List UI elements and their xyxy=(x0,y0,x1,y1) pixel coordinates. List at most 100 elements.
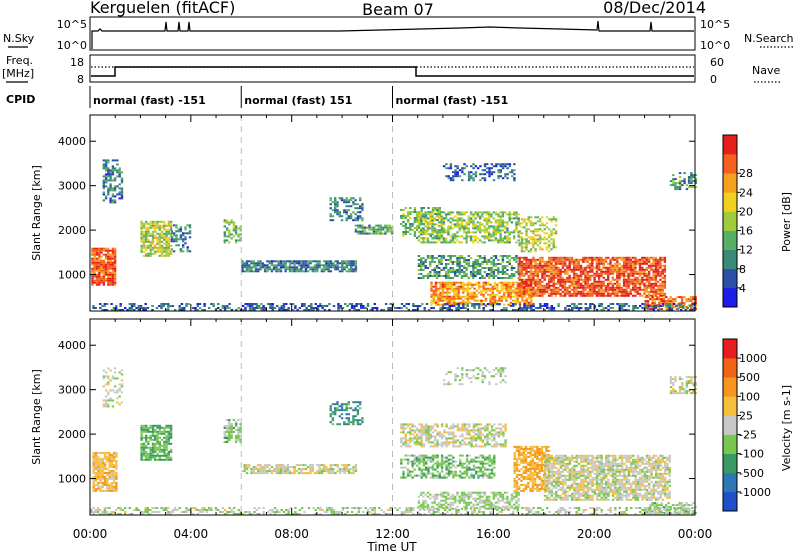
heatmap-cell xyxy=(650,305,653,307)
heatmap-cell xyxy=(329,270,333,273)
heatmap-cell xyxy=(100,249,103,252)
heatmap-cell xyxy=(386,230,389,233)
heatmap-cell xyxy=(543,262,546,265)
heatmap-cell xyxy=(516,291,519,294)
heatmap-cell xyxy=(145,226,148,229)
heatmap-cell xyxy=(433,223,436,226)
heatmap-cell xyxy=(336,268,339,271)
heatmap-cell xyxy=(430,299,433,302)
heatmap-cell xyxy=(451,269,455,271)
heatmap-cell xyxy=(595,290,599,293)
heatmap-cell xyxy=(424,241,427,244)
heatmap-cell xyxy=(345,205,348,208)
heatmap-cell xyxy=(539,228,542,231)
heatmap-cell xyxy=(146,307,150,309)
heatmap-cell xyxy=(548,294,551,297)
heatmap-cell xyxy=(160,236,164,239)
heatmap-cell xyxy=(532,256,535,259)
heatmap-cell xyxy=(440,225,443,228)
heatmap-cell xyxy=(652,272,655,275)
heatmap-cell xyxy=(225,429,229,431)
heatmap-cell xyxy=(478,291,481,294)
heatmap-cell xyxy=(151,428,155,431)
heatmap-cell xyxy=(579,270,583,273)
heatmap-cell xyxy=(456,275,459,277)
heatmap-cell xyxy=(92,451,95,454)
heatmap-cell xyxy=(434,299,438,302)
heatmap-cell xyxy=(405,307,408,309)
heatmap-cell xyxy=(291,309,295,311)
heatmap-cell xyxy=(443,287,447,290)
y-tick-label: 2000 xyxy=(58,224,86,237)
heatmap-cell xyxy=(545,270,549,273)
heatmap-cell xyxy=(683,178,686,181)
heatmap-cell xyxy=(109,253,112,256)
heatmap-cell xyxy=(586,307,590,309)
heatmap-cell xyxy=(550,278,553,281)
heatmap-cell xyxy=(329,213,332,216)
heatmap-cell xyxy=(674,306,677,309)
heatmap-cell xyxy=(225,229,229,232)
heatmap-cell xyxy=(532,222,535,225)
heatmap-cell xyxy=(663,260,667,263)
heatmap-cell xyxy=(515,217,518,220)
heatmap-cell xyxy=(223,309,227,311)
heatmap-cell xyxy=(548,256,551,259)
heatmap-cell xyxy=(687,300,691,303)
heatmap-cell xyxy=(451,261,455,263)
heatmap-cell xyxy=(488,167,491,170)
heatmap-cell xyxy=(472,167,475,170)
heatmap-cell xyxy=(158,228,161,231)
heatmap-cell xyxy=(557,288,560,291)
heatmap-cell xyxy=(421,303,424,305)
heatmap-cell xyxy=(177,228,180,231)
heatmap-cell xyxy=(321,307,324,309)
heatmap-cell xyxy=(179,234,183,237)
heatmap-cell xyxy=(97,485,100,488)
heatmap-cell xyxy=(151,236,155,239)
heatmap-cell xyxy=(514,291,517,294)
heatmap-cell xyxy=(145,230,148,233)
heatmap-cell xyxy=(113,377,117,380)
heatmap-cell xyxy=(104,261,108,264)
heatmap-cell xyxy=(591,290,594,293)
heatmap-cell xyxy=(552,307,556,309)
heatmap-cell xyxy=(349,215,353,218)
heatmap-cell xyxy=(223,233,226,236)
heatmap-cell xyxy=(525,284,528,287)
heatmap-cell xyxy=(494,269,498,271)
heatmap-cell xyxy=(104,405,108,408)
heatmap-cell xyxy=(661,270,664,273)
heatmap-cell xyxy=(316,260,319,263)
heatmap-cell xyxy=(345,209,348,212)
heatmap-cell xyxy=(98,283,101,286)
heatmap-cell xyxy=(595,309,599,311)
heatmap-cell xyxy=(515,229,518,232)
heatmap-cell xyxy=(451,233,455,236)
heatmap-cell xyxy=(160,305,163,307)
heatmap-cell xyxy=(505,289,508,292)
heatmap-cell xyxy=(554,276,558,279)
heatmap-cell xyxy=(228,419,231,421)
heatmap-cell xyxy=(250,470,253,473)
heatmap-cell xyxy=(563,268,567,271)
heatmap-cell xyxy=(536,274,540,277)
heatmap-cell xyxy=(536,286,540,289)
heatmap-cell xyxy=(469,235,473,238)
heatmap-cell xyxy=(443,291,447,294)
heatmap-cell xyxy=(118,389,121,392)
heatmap-cell xyxy=(309,260,312,263)
heatmap-cell xyxy=(487,303,490,305)
heatmap-cell xyxy=(352,260,355,263)
heatmap-cell xyxy=(641,282,644,285)
heatmap-cell xyxy=(280,305,283,307)
heatmap-cell xyxy=(400,215,403,217)
heatmap-cell xyxy=(169,252,173,255)
heatmap-cell xyxy=(479,229,482,232)
heatmap-cell xyxy=(473,283,476,286)
heatmap-cell xyxy=(449,259,452,261)
heatmap-cell xyxy=(622,282,626,285)
heatmap-cell xyxy=(654,282,658,285)
heatmap-cell xyxy=(548,278,551,281)
heatmap-cell xyxy=(476,221,480,224)
